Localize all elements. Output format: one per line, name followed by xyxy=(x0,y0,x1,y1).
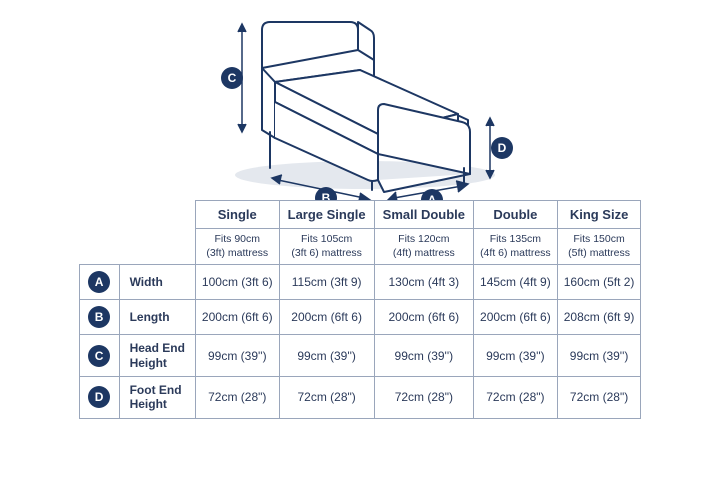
row-name-cell: Width xyxy=(119,265,195,300)
value-cell: 200cm (6ft 6) xyxy=(474,300,558,335)
diagram-label-c: C xyxy=(228,71,237,85)
value-cell: 100cm (3ft 6) xyxy=(195,265,279,300)
dimensions-table-wrap: Single Large Single Small Double Double … xyxy=(0,200,720,439)
col-head: Single xyxy=(195,201,279,229)
value-cell: 200cm (6ft 6) xyxy=(374,300,473,335)
table-row: A Width100cm (3ft 6)115cm (3ft 9)130cm (4… xyxy=(79,265,641,300)
letter-badge: A xyxy=(88,271,110,293)
letter-badge: C xyxy=(88,345,110,367)
value-cell: 72cm (28") xyxy=(557,377,641,419)
fits-row: Fits 90cm(3ft) mattress Fits 105cm(3ft 6… xyxy=(79,229,641,265)
table-row: BLength200cm (6ft 6)200cm (6ft 6)200cm (… xyxy=(79,300,641,335)
fits-cell: Fits 120cm(4ft) mattress xyxy=(374,229,473,265)
value-cell: 208cm (6ft 9) xyxy=(557,300,641,335)
dimensions-table: Single Large Single Small Double Double … xyxy=(79,200,642,419)
value-cell: 99cm (39'') xyxy=(195,335,279,377)
col-head: King Size xyxy=(557,201,641,229)
fits-cell: Fits 135cm(4ft 6) mattress xyxy=(474,229,558,265)
bed-diagram: C D B A xyxy=(0,0,720,200)
value-cell: 160cm (5ft 2) xyxy=(557,265,641,300)
table-row: CHead EndHeight99cm (39'')99cm (39'')99c… xyxy=(79,335,641,377)
row-name-cell: Head EndHeight xyxy=(119,335,195,377)
value-cell: 72cm (28") xyxy=(279,377,374,419)
row-name-cell: Length xyxy=(119,300,195,335)
value-cell: 99cm (39'') xyxy=(557,335,641,377)
table-row: DFoot EndHeight72cm (28")72cm (28")72cm … xyxy=(79,377,641,419)
value-cell: 99cm (39'') xyxy=(474,335,558,377)
diagram-label-d: D xyxy=(498,141,507,155)
col-head: Small Double xyxy=(374,201,473,229)
row-name-cell: Foot EndHeight xyxy=(119,377,195,419)
row-letter-cell: B xyxy=(79,300,119,335)
row-letter-cell: A xyxy=(79,265,119,300)
letter-badge: D xyxy=(88,386,110,408)
header-row: Single Large Single Small Double Double … xyxy=(79,201,641,229)
fits-cell: Fits 105cm(3ft 6) mattress xyxy=(279,229,374,265)
row-letter-cell: D xyxy=(79,377,119,419)
value-cell: 72cm (28") xyxy=(374,377,473,419)
value-cell: 99cm (39'') xyxy=(374,335,473,377)
diagram-label-b: B xyxy=(322,191,331,200)
value-cell: 115cm (3ft 9) xyxy=(279,265,374,300)
value-cell: 130cm (4ft 3) xyxy=(374,265,473,300)
row-letter-cell: C xyxy=(79,335,119,377)
col-head: Large Single xyxy=(279,201,374,229)
value-cell: 200cm (6ft 6) xyxy=(195,300,279,335)
value-cell: 200cm (6ft 6) xyxy=(279,300,374,335)
bed-svg: C D B A xyxy=(200,10,520,200)
letter-badge: B xyxy=(88,306,110,328)
fits-cell: Fits 90cm(3ft) mattress xyxy=(195,229,279,265)
value-cell: 99cm (39'') xyxy=(279,335,374,377)
fits-cell: Fits 150cm(5ft) mattress xyxy=(557,229,641,265)
col-head: Double xyxy=(474,201,558,229)
value-cell: 145cm (4ft 9) xyxy=(474,265,558,300)
diagram-label-a: A xyxy=(428,193,437,200)
value-cell: 72cm (28") xyxy=(474,377,558,419)
value-cell: 72cm (28") xyxy=(195,377,279,419)
